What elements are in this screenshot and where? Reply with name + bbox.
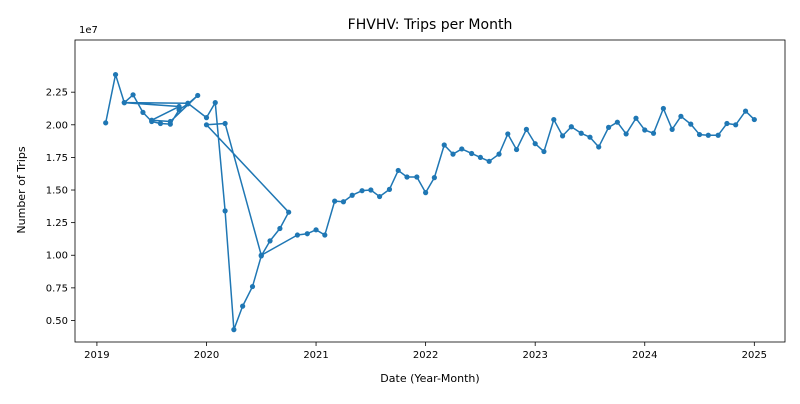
- data-point: [715, 132, 721, 138]
- data-point: [633, 115, 639, 121]
- data-point: [450, 151, 456, 157]
- y-axis-label: Number of Trips: [15, 146, 28, 233]
- data-point: [568, 124, 574, 130]
- data-point: [678, 113, 684, 119]
- data-point: [688, 121, 694, 127]
- data-point: [349, 192, 355, 198]
- chart-title: FHVHV: Trips per Month: [348, 17, 513, 33]
- data-point: [185, 100, 191, 106]
- data-point: [368, 187, 374, 193]
- data-point: [486, 158, 492, 164]
- data-point: [614, 119, 620, 125]
- data-point: [222, 120, 228, 127]
- data-point: [513, 146, 520, 153]
- y-tick-label: 1.00: [46, 251, 68, 262]
- data-point: [696, 131, 703, 138]
- data-point: [322, 232, 328, 238]
- data-point: [258, 252, 264, 258]
- data-point: [505, 131, 511, 137]
- data-point: [642, 127, 648, 133]
- data-point: [267, 238, 273, 244]
- x-tick-label: 2025: [742, 350, 767, 361]
- data-point: [386, 186, 393, 192]
- data-point: [559, 133, 566, 139]
- data-point: [313, 227, 319, 233]
- data-point: [477, 154, 483, 161]
- data-point: [623, 131, 629, 137]
- plot-area: 2019 2020 2021 2022 2023 2024 2025 0.50 0.75 1.00…: [46, 39, 786, 361]
- data-point: [203, 122, 210, 128]
- x-tick-label: 2024: [632, 350, 657, 361]
- x-tick-label: 2020: [194, 350, 219, 361]
- data-point: [724, 120, 730, 127]
- data-point: [377, 193, 383, 200]
- data-point: [606, 124, 612, 130]
- x-tick-label: 2019: [84, 350, 109, 361]
- data-point: [332, 198, 338, 204]
- data-point: [176, 103, 182, 110]
- data-point: [286, 209, 292, 215]
- x-axis-label: Date (Year-Month): [380, 372, 479, 385]
- data-point: [578, 130, 584, 136]
- x-tick-label: 2023: [522, 350, 547, 361]
- data-point: [596, 144, 602, 150]
- y-tick-label: 2.25: [46, 88, 68, 99]
- data-point: [359, 188, 365, 194]
- data-point: [304, 231, 310, 237]
- data-point: [340, 199, 347, 205]
- data-point: [112, 71, 119, 78]
- y-tick-label: 1.75: [46, 153, 68, 164]
- data-point: [231, 327, 237, 333]
- x-tick-label: 2022: [413, 350, 438, 361]
- axes-frame: [74, 39, 786, 343]
- data-point: [140, 109, 146, 115]
- y-tick-label: 0.50: [46, 316, 68, 327]
- data-point: [660, 105, 666, 112]
- data-point: [404, 174, 410, 180]
- data-point: [222, 208, 228, 214]
- y-tick-label: 2.00: [46, 120, 68, 131]
- data-point: [751, 116, 757, 123]
- data-point: [541, 148, 547, 155]
- data-point: [414, 174, 420, 180]
- data-point: [441, 142, 447, 148]
- y-axis-offset-label: 1e7: [79, 25, 98, 36]
- series-line: [104, 73, 755, 331]
- data-point: [212, 100, 218, 106]
- data-point: [496, 151, 502, 157]
- y-tick-label: 1.25: [46, 218, 68, 229]
- data-point: [195, 92, 201, 99]
- data-point: [277, 225, 283, 232]
- data-point: [167, 118, 173, 125]
- data-point: [669, 126, 675, 132]
- data-point: [587, 134, 593, 140]
- data-point: [149, 117, 155, 123]
- data-point: [733, 122, 739, 128]
- data-point: [705, 132, 711, 138]
- data-point: [523, 126, 530, 132]
- y-tick-label: 0.75: [46, 283, 68, 294]
- data-point: [157, 120, 164, 127]
- x-tick-label: 2021: [303, 350, 328, 361]
- data-point: [249, 283, 256, 290]
- data-point: [203, 115, 210, 121]
- data-point: [240, 303, 246, 309]
- data-point: [551, 116, 557, 123]
- data-point: [742, 108, 749, 114]
- data-point: [532, 141, 538, 147]
- y-tick-label: 1.50: [46, 186, 68, 197]
- data-point: [459, 146, 465, 152]
- data-point: [294, 232, 301, 238]
- data-point: [121, 100, 127, 106]
- data-point: [423, 190, 429, 196]
- data-point: [103, 120, 109, 126]
- data-point: [650, 130, 657, 136]
- data-point: [431, 175, 437, 181]
- data-point: [130, 92, 136, 98]
- data-point: [469, 150, 475, 157]
- data-point: [395, 167, 401, 174]
